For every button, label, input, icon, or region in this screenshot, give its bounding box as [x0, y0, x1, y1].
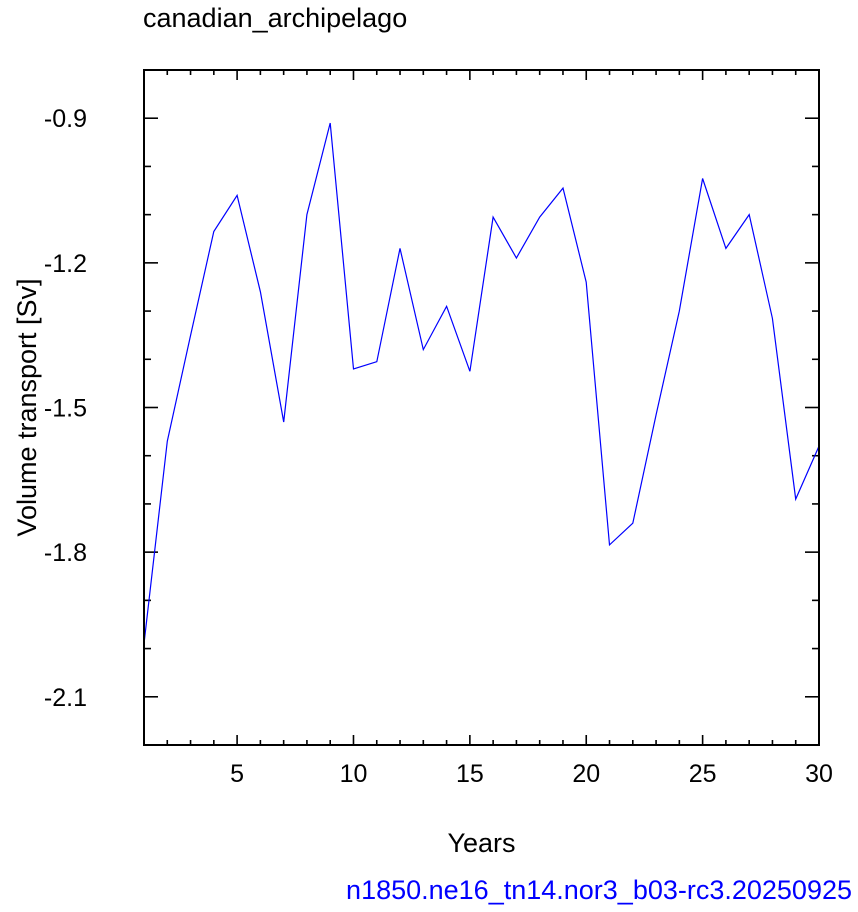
- y-axis-label: Volume transport [Sv]: [12, 278, 42, 536]
- chart-title: canadian_archipelago: [143, 3, 408, 33]
- y-tick-label: -1.2: [44, 250, 87, 278]
- y-tick-label: -0.9: [44, 105, 87, 133]
- x-tick-label: 15: [456, 760, 484, 788]
- x-tick-label: 30: [805, 760, 833, 788]
- x-tick-label: 10: [340, 760, 368, 788]
- x-tick-label: 25: [689, 760, 717, 788]
- y-tick-label: -2.1: [44, 684, 87, 712]
- y-tick-label: -1.5: [44, 395, 87, 423]
- x-tick-label: 20: [572, 760, 600, 788]
- run-caption: n1850.ne16_tn14.nor3_b03-rc3.20250925: [346, 875, 852, 905]
- plot-frame: [143, 69, 820, 746]
- y-tick-label: -1.8: [44, 539, 87, 567]
- series-line: [143, 122, 820, 644]
- x-tick-label: 5: [230, 760, 244, 788]
- x-axis-label: Years: [447, 828, 515, 858]
